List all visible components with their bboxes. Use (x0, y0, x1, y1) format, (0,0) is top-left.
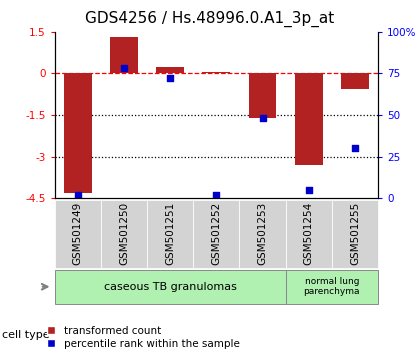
Bar (249, 74, 276, 118)
Bar (110, 38, 138, 74)
Bar (286, 200, 332, 268)
Bar (295, 74, 323, 165)
Bar (286, 270, 378, 304)
Text: GSM501255: GSM501255 (350, 202, 360, 265)
Text: GDS4256 / Hs.48996.0.A1_3p_at: GDS4256 / Hs.48996.0.A1_3p_at (85, 11, 335, 27)
Bar (156, 67, 184, 74)
Bar (55, 200, 101, 268)
Bar (64, 74, 92, 193)
Point (213, 192, 220, 198)
Legend: transformed count, percentile rank within the sample: transformed count, percentile rank withi… (47, 326, 240, 349)
Bar (239, 200, 286, 268)
Point (167, 76, 173, 81)
Text: GSM501252: GSM501252 (211, 202, 221, 265)
Bar (202, 72, 230, 74)
Point (305, 187, 312, 193)
Point (259, 115, 266, 121)
Text: GSM501249: GSM501249 (73, 202, 83, 265)
Point (121, 65, 127, 71)
Bar (341, 74, 369, 89)
Text: GSM501254: GSM501254 (304, 202, 314, 265)
Bar (332, 200, 378, 268)
Text: GSM501251: GSM501251 (165, 202, 175, 265)
Bar (101, 200, 147, 268)
Text: GSM501250: GSM501250 (119, 202, 129, 265)
Bar (55, 270, 286, 304)
Text: normal lung
parenchyma: normal lung parenchyma (304, 277, 360, 296)
Text: caseous TB granulomas: caseous TB granulomas (104, 282, 236, 292)
Point (74, 192, 81, 198)
Text: GSM501253: GSM501253 (257, 202, 268, 265)
Bar (147, 200, 193, 268)
Point (352, 145, 358, 151)
Bar (193, 200, 239, 268)
Text: cell type: cell type (2, 330, 50, 340)
